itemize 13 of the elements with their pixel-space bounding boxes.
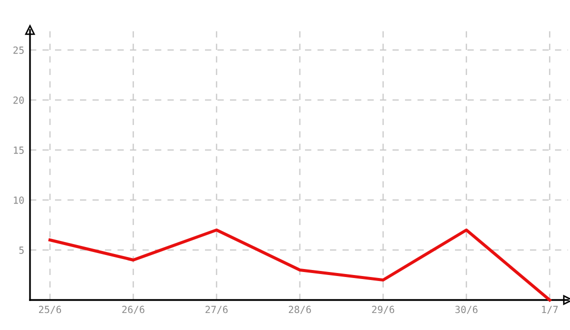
- x-tick-label: 27/6: [206, 306, 228, 314]
- x-tick-label: 29/6: [372, 306, 394, 314]
- y-tick-label: 10: [14, 196, 24, 204]
- line-series: [48, 228, 552, 302]
- x-tick-label: 26/6: [122, 306, 144, 314]
- y-tick-label: 5: [19, 246, 24, 254]
- x-tick-label: 28/6: [288, 306, 311, 314]
- y-tick-label: 15: [14, 146, 24, 154]
- y-tick-label: 20: [13, 96, 24, 104]
- y-tick-label: 25: [13, 46, 24, 54]
- x-tick-label: 25/6: [39, 306, 62, 314]
- x-tick-label: 1/7: [542, 306, 558, 314]
- x-tick-label: 30/6: [455, 306, 478, 314]
